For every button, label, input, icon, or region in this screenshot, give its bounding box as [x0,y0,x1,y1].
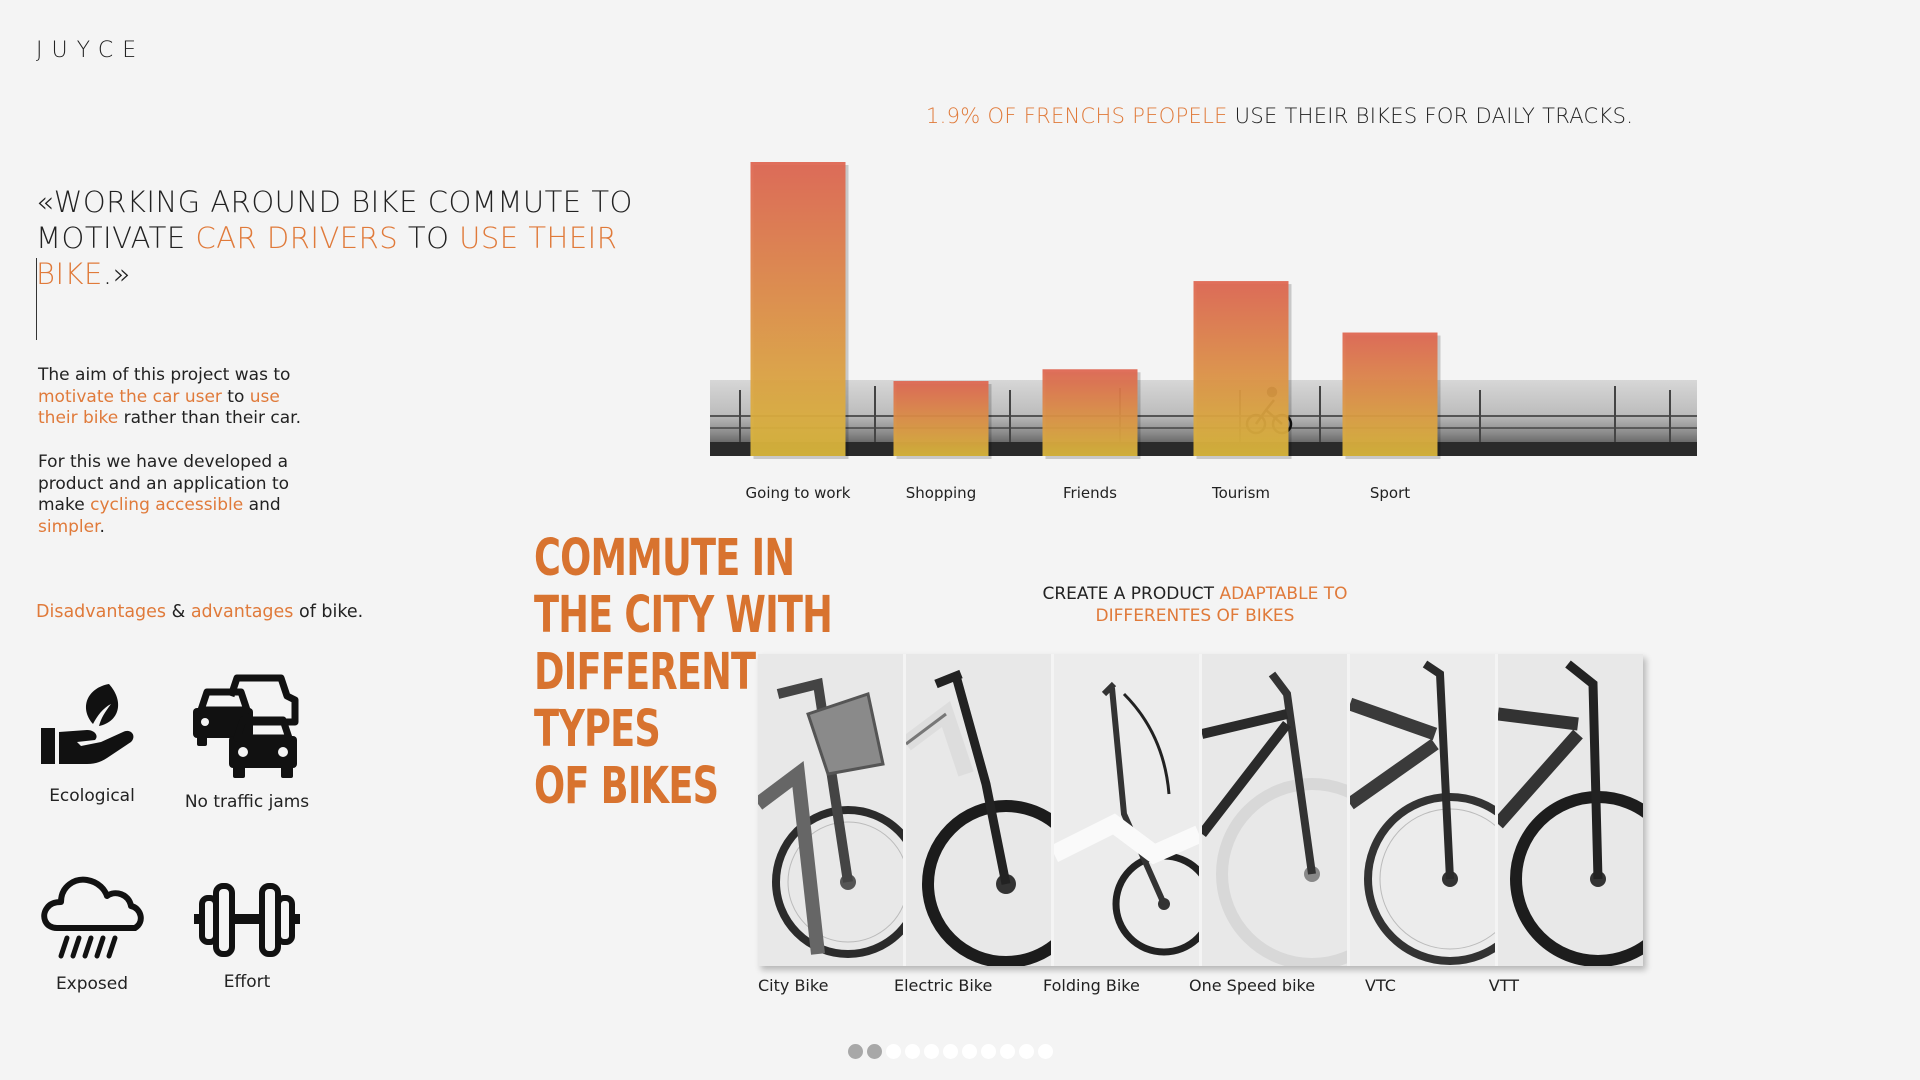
feature-label: Effort [223,972,271,992]
commute-heading: COMMUTE IN THE CITY WITH DIFFERENT TYPES… [534,529,833,816]
city-bike-image [758,677,903,958]
intro-paragraph-aim: The aim of this project was to motivate … [38,365,308,430]
heading-line: OF BIKES [534,757,719,816]
bike-photo-vtc[interactable] [1350,654,1495,966]
text: The aim of this project was to [38,365,291,385]
heading-line: DIFFERENT [534,643,756,702]
pager-dot[interactable] [924,1044,939,1059]
quote-highlight-1: CAR DRIVERS [195,221,399,255]
bike-labels: City Bike Electric Bike Folding Bike One… [758,976,1519,1000]
bike-gallery [758,654,1643,966]
feature-ecological: Ecological [17,678,167,806]
bike-photo-vtt[interactable] [1498,654,1643,966]
chart-x-label: Friends [1063,484,1117,502]
brand-logo: JUYCE [36,38,146,63]
text: rather than their car. [118,408,301,428]
chart-bars [750,162,1441,459]
pager-dot[interactable] [981,1044,996,1059]
highlight: motivate the car user [38,386,222,407]
pager-dot[interactable] [905,1044,920,1059]
feature-effort: Effort [172,880,322,992]
highlight: 1.9% OF FRENCHS PEOPELE [926,104,1228,128]
pager-dot[interactable] [1038,1044,1053,1059]
highlight: advantages [190,602,294,622]
text: USE THEIR BIKES FOR DAILY TRACKS. [1227,104,1634,128]
vtt-bike-image [1498,660,1643,966]
vtc-bike-image [1350,660,1495,965]
slide-pager [848,1044,1053,1059]
pager-dot[interactable] [943,1044,958,1059]
highlight: simpler [38,516,100,537]
chart-x-labels: Going to work Shopping Friends Tourism Sport [746,484,1411,502]
quote-text-1: «WORKING AROUND BIKE COMMUTE TO MOTIVATE [36,185,633,255]
quote-text-3: .» [102,257,131,291]
text: CREATE A PRODUCT [1042,584,1220,604]
highlight: use their bike [38,386,280,429]
chart-bar-going-to-work [750,162,846,456]
chart-x-label: Sport [1370,484,1410,502]
bike-label-electric: Electric Bike [894,976,993,995]
quote-highlight-2: USE THEIR BIKE [36,221,618,291]
chart-x-label: Tourism [1211,484,1270,502]
rain-cloud-icon [41,876,144,959]
pager-dot[interactable] [848,1044,863,1059]
heading-line: THE CITY WITH [534,586,833,645]
pager-dot[interactable] [962,1044,977,1059]
text: and [243,495,281,515]
traffic-cars-icon [193,674,299,778]
heading-line: TYPES [534,700,661,759]
highlight: cycling accessible [90,495,244,515]
quote-divider [36,258,37,340]
bike-photo-electric[interactable] [906,654,1051,966]
electric-bike-image [906,669,1051,966]
advantages-heading: Disadvantages & advantages of bike. [36,602,363,622]
text: For this we have developed a product and… [38,452,290,515]
feature-label: Ecological [49,786,135,806]
chart-bar-sport [1342,332,1438,456]
text: to [221,386,250,407]
quote-text-2: TO [398,221,460,255]
feature-label: Exposed [55,974,129,994]
highlight: Disadvantages [36,602,167,622]
bike-label-city: City Bike [758,976,829,995]
feature-no-traffic-jams: No traffic jams [172,670,322,812]
bike-label-one-speed: One Speed bike [1189,976,1316,995]
intro-paragraph-product: For this we have developed a product and… [38,452,308,538]
chart-title: 1.9% OF FRENCHS PEOPELE USE THEIR BIKES … [926,104,1633,128]
create-product-caption: CREATE A PRODUCT ADAPTABLE TO DIFFERENTE… [1040,583,1350,627]
heading-line: COMMUTE IN [534,529,795,588]
chart-bar-friends [1042,369,1138,456]
bar-chart: Going to work Shopping Friends Tourism Sport [710,162,1697,502]
bike-photo-folding[interactable] [1054,654,1199,966]
pager-dot[interactable] [867,1044,882,1059]
feature-label: No traffic jams [184,792,310,812]
highlight: ADAPTABLE TO DIFFERENTES OF BIKES [1095,584,1348,626]
text: . [99,516,105,537]
bike-photo-one-speed[interactable] [1202,654,1347,966]
bike-label-folding: Folding Bike [1043,976,1140,995]
project-quote: «WORKING AROUND BIKE COMMUTE TO MOTIVATE… [36,184,656,292]
chart-x-label: Going to work [746,484,851,502]
folding-bike-image [1054,681,1199,956]
pager-dot[interactable] [1000,1044,1015,1059]
chart-bar-shopping [893,381,989,456]
pager-dot[interactable] [1019,1044,1034,1059]
eco-hand-leaf-icon [41,684,134,764]
one-speed-bike-image [1202,671,1347,966]
chart-x-label: Shopping [906,484,976,502]
text: of bike. [293,602,364,622]
dumbbell-icon [194,883,300,957]
bike-label-vtt: VTT [1488,976,1519,995]
bike-label-vtc: VTC [1365,976,1396,995]
text: & [166,602,191,622]
feature-exposed: Exposed [17,872,167,994]
bike-photo-city[interactable] [758,654,903,966]
pager-dot[interactable] [886,1044,901,1059]
chart-bar-tourism [1193,281,1289,456]
